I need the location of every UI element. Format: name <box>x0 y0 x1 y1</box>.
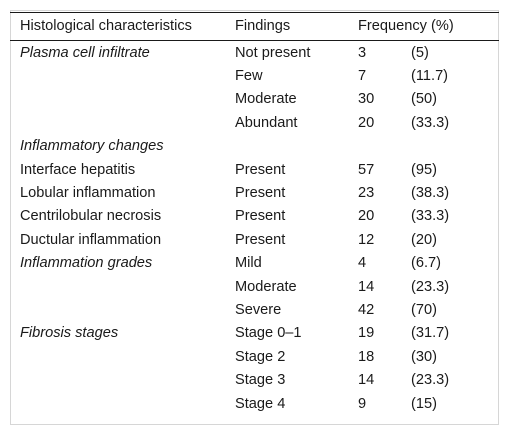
table-row: Inflammatory changes <box>10 135 499 158</box>
cell-count: 4 <box>358 255 367 272</box>
table-row: Fibrosis stages Stage 0–1 19 (31.7) <box>10 322 499 345</box>
cell-characteristic: Ductular inflammation <box>20 231 162 248</box>
cell-characteristic <box>10 392 225 415</box>
cell-finding: Present <box>235 161 286 178</box>
table-row: Centrilobular necrosis Present 20 (33.3) <box>10 205 499 228</box>
cell-count: 42 <box>358 301 375 318</box>
cell-characteristic: Lobular inflammation <box>20 185 156 202</box>
cell-finding: Moderate <box>235 91 297 108</box>
table-row: Ductular inflammation Present 12 (20) <box>10 228 499 251</box>
cell-percent: (33.3) <box>411 208 450 225</box>
header-characteristics: Histological characteristics <box>10 12 225 41</box>
cell-finding: Present <box>235 231 286 248</box>
cell-finding: Stage 4 <box>235 395 286 412</box>
cell-percent: (50) <box>411 91 437 108</box>
cell-count: 7 <box>358 68 367 85</box>
cell-percent <box>411 135 499 158</box>
cell-percent: (30) <box>411 348 437 365</box>
cell-characteristic: Fibrosis stages <box>20 325 119 342</box>
cell-count: 14 <box>358 372 375 389</box>
cell-percent: (20) <box>411 231 437 248</box>
header-row: Histological characteristics Findings Fr… <box>10 12 499 41</box>
table-row: Lobular inflammation Present 23 (38.3) <box>10 181 499 204</box>
cell-count: 14 <box>358 278 375 295</box>
header-findings: Findings <box>225 12 348 41</box>
table-row: Abundant 20 (33.3) <box>10 111 499 134</box>
cell-percent: (15) <box>411 395 437 412</box>
cell-count: 18 <box>358 348 375 365</box>
cell-characteristic: Inflammatory changes <box>20 138 164 155</box>
table-row: Stage 2 18 (30) <box>10 345 499 368</box>
cell-percent: (6.7) <box>411 255 442 272</box>
table-row: Few 7 (11.7) <box>10 64 499 87</box>
cell-finding: Moderate <box>235 278 297 295</box>
cell-finding: Abundant <box>235 114 298 131</box>
cell-percent: (23.3) <box>411 278 450 295</box>
table-row: Severe 42 (70) <box>10 298 499 321</box>
cell-finding: Mild <box>235 255 262 272</box>
table-row: Inflammation grades Mild 4 (6.7) <box>10 252 499 275</box>
cell-count: 12 <box>358 231 375 248</box>
cell-characteristic <box>10 368 225 391</box>
cell-count: 57 <box>358 161 375 178</box>
table-row: Stage 4 9 (15) <box>10 392 499 415</box>
cell-percent: (31.7) <box>411 325 450 342</box>
cell-finding: Stage 0–1 <box>235 325 302 342</box>
cell-finding: Stage 2 <box>235 348 286 365</box>
cell-characteristic <box>10 111 225 134</box>
cell-percent: (38.3) <box>411 185 450 202</box>
table-row: Moderate 30 (50) <box>10 88 499 111</box>
cell-characteristic: Inflammation grades <box>20 255 153 272</box>
table-frame <box>10 10 499 425</box>
cell-finding: Present <box>235 185 286 202</box>
cell-percent: (11.7) <box>411 68 449 85</box>
table-row: Moderate 14 (23.3) <box>10 275 499 298</box>
cell-count <box>348 135 411 158</box>
cell-count: 9 <box>358 395 367 412</box>
cell-percent: (33.3) <box>411 114 450 131</box>
table-row: Plasma cell infiltrate Not present 3 (5) <box>10 41 499 65</box>
cell-finding <box>225 135 348 158</box>
cell-percent: (70) <box>411 301 437 318</box>
cell-characteristic <box>10 298 225 321</box>
cell-count: 3 <box>358 44 367 61</box>
cell-finding: Present <box>235 208 286 225</box>
cell-count: 20 <box>358 114 375 131</box>
cell-finding: Not present <box>235 44 311 61</box>
cell-count: 20 <box>358 208 375 225</box>
cell-characteristic <box>10 275 225 298</box>
histology-table: Histological characteristics Findings Fr… <box>10 12 499 415</box>
cell-count: 23 <box>358 185 375 202</box>
cell-characteristic <box>10 345 225 368</box>
cell-count: 30 <box>358 91 375 108</box>
top-rule <box>10 12 499 13</box>
table-row: Stage 3 14 (23.3) <box>10 368 499 391</box>
cell-characteristic: Plasma cell infiltrate <box>20 44 150 61</box>
cell-percent: (23.3) <box>411 372 450 389</box>
table-body: Plasma cell infiltrate Not present 3 (5) Few… <box>10 41 499 416</box>
cell-characteristic <box>10 64 225 87</box>
table-row: Interface hepatitis Present 57 (95) <box>10 158 499 181</box>
header-frequency: Frequency (%) <box>348 12 499 41</box>
cell-characteristic <box>10 88 225 111</box>
cell-percent: (95) <box>411 161 437 178</box>
cell-finding: Stage 3 <box>235 372 286 389</box>
cell-characteristic: Centrilobular necrosis <box>20 208 162 225</box>
cell-percent: (5) <box>411 44 429 61</box>
cell-finding: Severe <box>235 301 282 318</box>
cell-characteristic: Interface hepatitis <box>20 161 136 178</box>
cell-finding: Few <box>235 68 263 85</box>
cell-count: 19 <box>358 325 375 342</box>
